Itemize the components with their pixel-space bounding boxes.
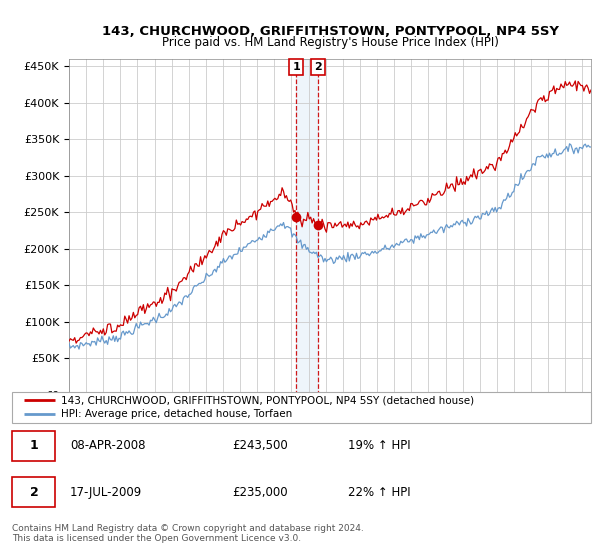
Text: HPI: Average price, detached house, Torfaen: HPI: Average price, detached house, Torf… [61,409,292,419]
Text: 143, CHURCHWOOD, GRIFFITHSTOWN, PONTYPOOL, NP4 5SY (detached house): 143, CHURCHWOOD, GRIFFITHSTOWN, PONTYPOO… [61,395,475,405]
Text: £235,000: £235,000 [232,486,287,498]
FancyBboxPatch shape [12,477,55,507]
FancyBboxPatch shape [12,431,55,461]
Text: 08-APR-2008: 08-APR-2008 [70,440,145,452]
Bar [296,59,318,395]
Text: 22% ↑ HPI: 22% ↑ HPI [348,486,410,498]
Text: Price paid vs. HM Land Registry's House Price Index (HPI): Price paid vs. HM Land Registry's House … [161,36,499,49]
Text: 1: 1 [29,440,38,452]
Text: 2: 2 [314,62,322,72]
Text: 1: 1 [292,62,300,72]
Text: 143, CHURCHWOOD, GRIFFITHSTOWN, PONTYPOOL, NP4 5SY: 143, CHURCHWOOD, GRIFFITHSTOWN, PONTYPOO… [101,25,559,38]
Text: 17-JUL-2009: 17-JUL-2009 [70,486,142,498]
Text: 2: 2 [29,486,38,498]
Text: 19% ↑ HPI: 19% ↑ HPI [348,440,410,452]
Text: £243,500: £243,500 [232,440,288,452]
Text: Contains HM Land Registry data © Crown copyright and database right 2024.
This d: Contains HM Land Registry data © Crown c… [12,524,364,543]
